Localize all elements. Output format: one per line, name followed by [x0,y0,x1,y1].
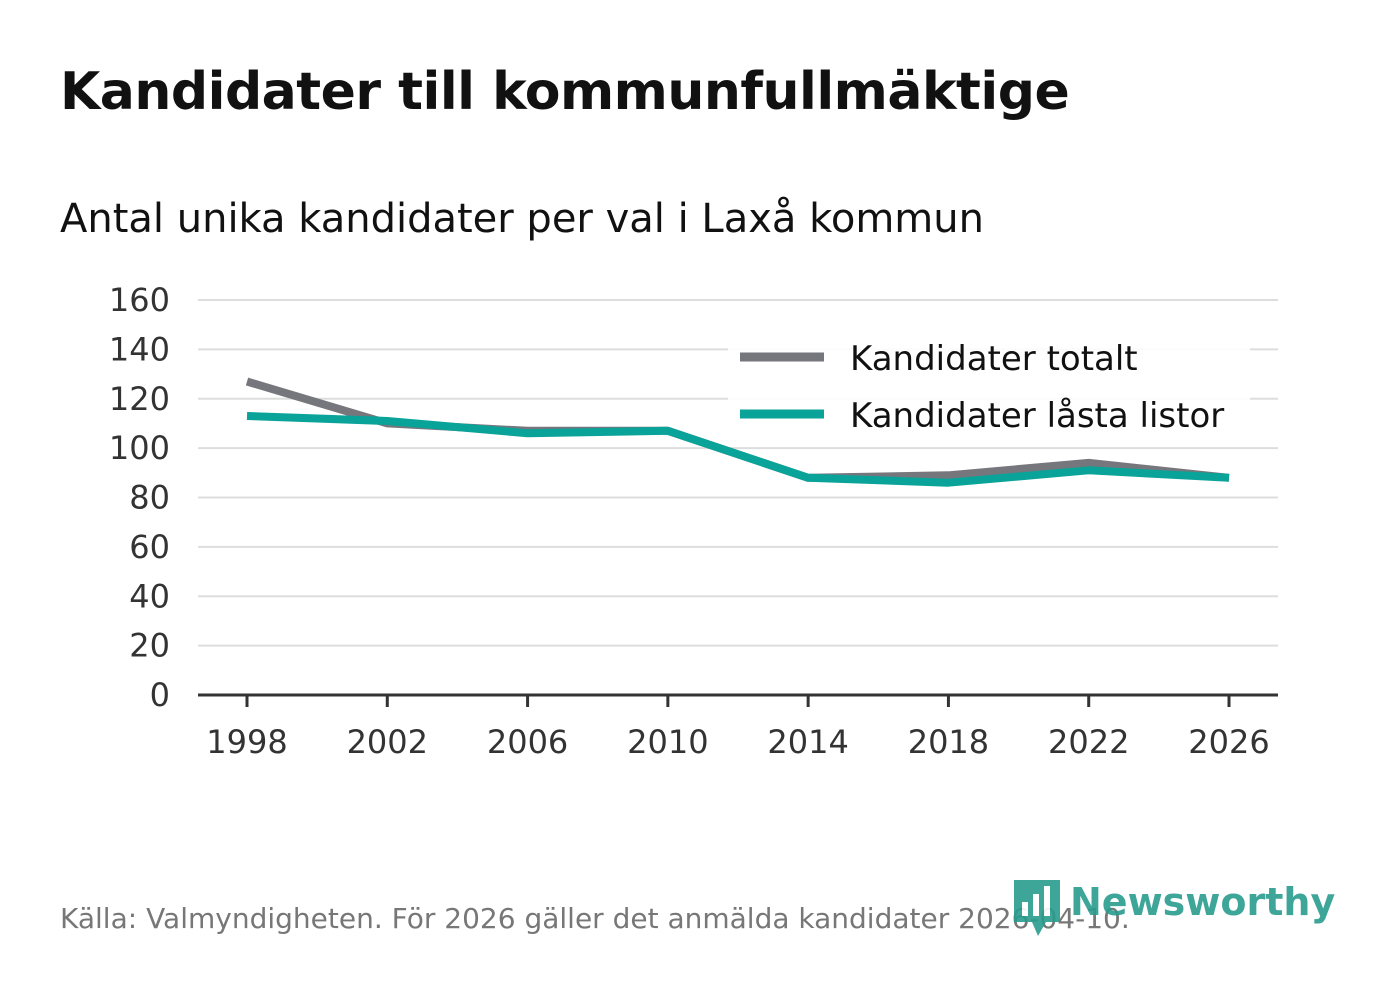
newsworthy-logo-icon [1014,880,1060,936]
x-tick-label: 2002 [347,723,428,761]
point-locked-2026 [1228,477,1230,479]
point-total-1998 [246,380,248,382]
point-locked-2014 [807,477,809,479]
series-lines [245,377,1230,487]
brand-name: Newsworthy [1070,880,1336,924]
point-locked-2018 [947,482,949,484]
legend-label-total: Kandidater totalt [850,339,1138,379]
y-tick-label: 140 [109,330,170,368]
line-chart: 0 20 40 60 80 100 120 140 160 1998 2002 2006 2010 20… [109,281,1278,761]
y-tick-label: 60 [129,528,170,566]
point-locked-2022 [1088,469,1090,471]
y-tick-label: 0 [150,676,170,714]
point-total-2018 [947,474,949,476]
point-locked-2002 [386,420,388,422]
point-locked-2010 [667,430,669,432]
y-tick-label: 40 [129,577,170,615]
brand-logo: Newsworthy [1012,878,1335,938]
chart-title: Kandidater till kommunfullmäktige [60,62,1070,122]
point-locked-1998 [246,415,248,417]
x-tick-label: 2010 [627,723,708,761]
x-tick-label: 2006 [487,723,568,761]
series-line-locked [246,412,1230,487]
legend-background [728,328,1250,446]
y-tick-label: 80 [129,479,170,517]
y-tick-label: 100 [109,429,170,467]
source-note: Källa: Valmyndigheten. För 2026 gäller d… [60,902,1130,935]
y-tick-label: 120 [109,380,170,418]
chart-subtitle: Antal unika kandidater per val i Laxå ko… [60,196,984,242]
x-tick-label: 2014 [767,723,848,761]
x-tick-label: 2018 [908,723,989,761]
legend: Kandidater totalt Kandidater låsta listo… [728,328,1250,446]
x-tick-label: 1998 [206,723,287,761]
x-tick-label: 2026 [1188,723,1269,761]
x-tick-label: 2022 [1048,723,1129,761]
y-tick-label: 20 [129,627,170,665]
x-axis-ticks: 1998 2002 2006 2010 2014 2018 2022 2026 [206,695,1270,761]
y-tick-label: 160 [109,281,170,319]
y-axis-ticks: 0 20 40 60 80 100 120 140 160 [109,281,170,714]
legend-label-locked: Kandidater låsta listor [850,396,1224,436]
point-locked-2006 [527,432,529,434]
point-total-2022 [1088,462,1090,464]
